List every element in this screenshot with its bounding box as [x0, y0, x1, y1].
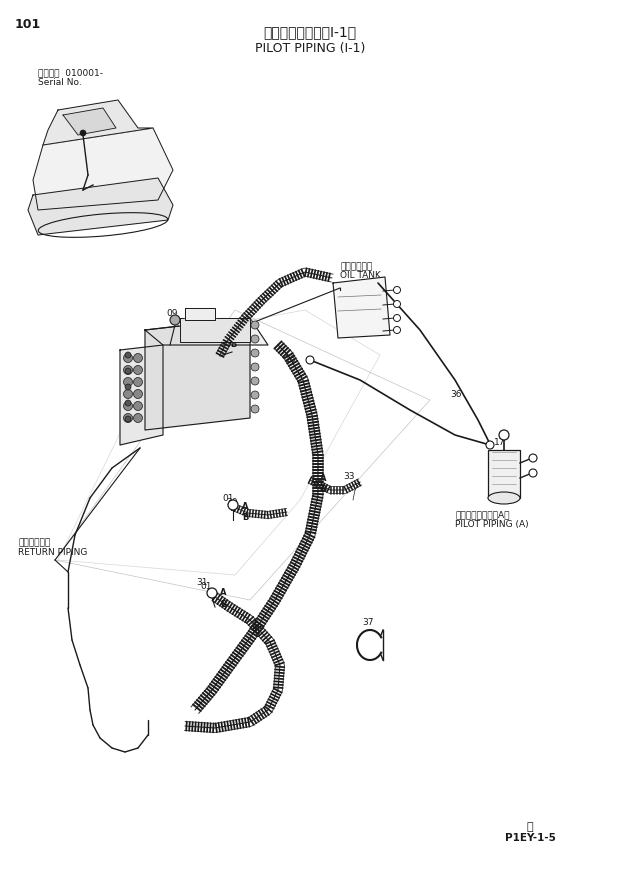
- Text: 適用号機  010001-: 適用号機 010001-: [38, 68, 103, 77]
- Circle shape: [133, 414, 143, 423]
- Text: A: A: [220, 588, 226, 597]
- Circle shape: [125, 368, 131, 374]
- Polygon shape: [145, 318, 268, 345]
- Polygon shape: [145, 318, 250, 430]
- Text: P1EY-1-5: P1EY-1-5: [505, 833, 556, 843]
- Circle shape: [125, 352, 131, 358]
- Text: Serial No.: Serial No.: [38, 78, 82, 87]
- Circle shape: [251, 405, 259, 413]
- Text: 33: 33: [343, 472, 355, 481]
- Text: 32: 32: [206, 335, 218, 344]
- Text: 01: 01: [222, 494, 234, 503]
- Polygon shape: [120, 345, 163, 445]
- Circle shape: [529, 469, 537, 477]
- Text: 30: 30: [226, 498, 237, 507]
- Circle shape: [251, 335, 259, 343]
- Polygon shape: [333, 277, 390, 338]
- Text: A: A: [225, 328, 231, 337]
- Text: 16: 16: [285, 355, 296, 364]
- Circle shape: [251, 349, 259, 357]
- Text: 36: 36: [450, 390, 461, 399]
- Polygon shape: [33, 128, 173, 210]
- Circle shape: [123, 402, 133, 410]
- Text: OIL TANK: OIL TANK: [340, 271, 381, 280]
- Polygon shape: [43, 100, 153, 145]
- Circle shape: [123, 377, 133, 387]
- Circle shape: [251, 391, 259, 399]
- Circle shape: [529, 454, 537, 462]
- Text: リターン配管: リターン配管: [18, 538, 50, 547]
- Circle shape: [123, 354, 133, 362]
- Polygon shape: [185, 308, 215, 320]
- Text: パイロット配管（A）: パイロット配管（A）: [455, 510, 510, 519]
- Circle shape: [394, 314, 401, 321]
- Text: 09: 09: [166, 309, 177, 318]
- Circle shape: [499, 430, 509, 440]
- Text: 101: 101: [15, 18, 42, 31]
- Circle shape: [394, 300, 401, 307]
- Text: RETURN PIPING: RETURN PIPING: [18, 548, 87, 557]
- Circle shape: [228, 500, 238, 510]
- Text: B: B: [230, 340, 236, 349]
- Text: PILOT PIPING (I-1): PILOT PIPING (I-1): [255, 42, 365, 55]
- Circle shape: [394, 286, 401, 293]
- Polygon shape: [63, 108, 116, 135]
- Text: PILOT PIPING (A): PILOT PIPING (A): [455, 520, 529, 529]
- Circle shape: [251, 363, 259, 371]
- Circle shape: [123, 414, 133, 423]
- Text: B: B: [242, 513, 249, 522]
- Circle shape: [486, 441, 494, 449]
- Text: 37: 37: [362, 618, 373, 627]
- Circle shape: [306, 356, 314, 364]
- Circle shape: [133, 402, 143, 410]
- Text: パイロット配管（I-1）: パイロット配管（I-1）: [264, 25, 356, 39]
- Text: オイルタンク: オイルタンク: [340, 262, 372, 271]
- Polygon shape: [28, 178, 173, 235]
- Circle shape: [133, 377, 143, 387]
- Circle shape: [133, 354, 143, 362]
- Text: Ⓝ: Ⓝ: [526, 822, 533, 832]
- Circle shape: [133, 389, 143, 398]
- Circle shape: [123, 366, 133, 374]
- Text: 01: 01: [200, 582, 211, 591]
- Text: B: B: [320, 485, 326, 494]
- Circle shape: [251, 377, 259, 385]
- Circle shape: [394, 326, 401, 333]
- Circle shape: [170, 315, 180, 325]
- Bar: [488, 450, 520, 498]
- Circle shape: [125, 384, 131, 390]
- Circle shape: [80, 130, 86, 136]
- Text: 17: 17: [494, 438, 505, 447]
- Circle shape: [125, 400, 131, 406]
- Text: A: A: [320, 474, 327, 483]
- Circle shape: [123, 389, 133, 398]
- Circle shape: [125, 416, 131, 422]
- Text: B: B: [220, 600, 226, 609]
- Circle shape: [207, 588, 217, 598]
- Polygon shape: [180, 318, 250, 342]
- Circle shape: [133, 366, 143, 374]
- Text: 31: 31: [196, 578, 208, 587]
- Text: B: B: [188, 308, 193, 314]
- Circle shape: [251, 321, 259, 329]
- Ellipse shape: [488, 492, 520, 504]
- Text: A: A: [242, 502, 249, 511]
